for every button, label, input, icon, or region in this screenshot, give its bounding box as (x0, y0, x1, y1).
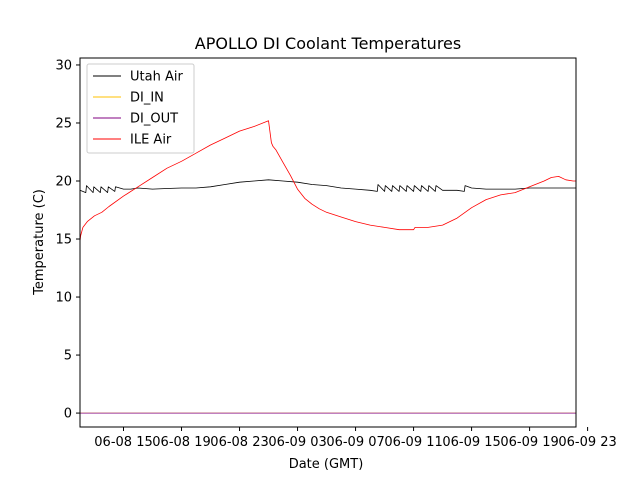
x-axis-label: Date (GMT) (289, 457, 364, 472)
x-tick-label: 06-09 07 (326, 435, 384, 450)
legend: Utah Air DI_IN DI_OUT ILE Air (86, 63, 195, 154)
y-tick-label: 15 (55, 233, 72, 248)
y-axis-label: Temperature (C) (32, 189, 47, 296)
legend-box (86, 63, 195, 154)
y-axis: 0 5 10 15 20 25 30 (55, 58, 80, 422)
x-tick-label: 06-08 15 (94, 435, 152, 450)
x-tick-label: 06-08 23 (210, 435, 268, 450)
x-tick-label: 06-09 03 (268, 435, 326, 450)
legend-label-ile-air: ILE Air (130, 133, 172, 148)
series-line-utah-air (79, 179, 576, 194)
x-tick-label: 06-09 11 (384, 435, 442, 450)
y-tick-label: 20 (55, 175, 72, 190)
x-axis: 06-08 15 06-08 19 06-08 23 06-09 03 06-09 07… (94, 427, 617, 450)
axes-frame (79, 57, 577, 428)
y-tick-label: 30 (55, 58, 72, 73)
x-tick-label: 06-09 23 (558, 435, 616, 450)
legend-label-utah-air: Utah Air (130, 70, 183, 85)
legend-label-di-out: DI_OUT (130, 112, 178, 127)
y-tick-label: 25 (55, 116, 72, 131)
x-tick-label: 06-08 19 (152, 435, 210, 450)
legend-label-di-in: DI_IN (130, 91, 164, 106)
series-line-ile-air (79, 120, 576, 242)
y-tick-label: 10 (55, 291, 72, 306)
y-tick-label: 0 (64, 407, 72, 422)
series-layer (79, 120, 576, 414)
chart-title: APOLLO DI Coolant Temperatures (195, 34, 461, 53)
y-tick-label: 5 (64, 349, 72, 364)
x-tick-label: 06-09 15 (442, 435, 500, 450)
x-tick-label: 06-09 19 (500, 435, 558, 450)
